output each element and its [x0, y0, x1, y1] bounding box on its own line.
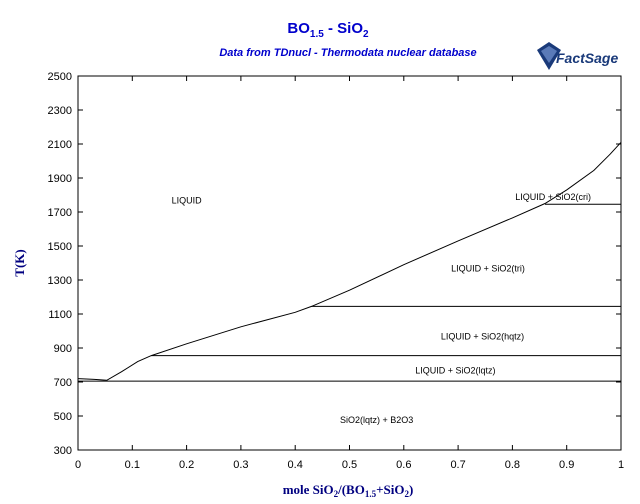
- x-tick-label: 0.5: [342, 459, 357, 471]
- x-tick-label: 0.2: [179, 459, 194, 471]
- x-tick-label: 0.4: [288, 459, 303, 471]
- x-axis-title-subscript: 1.5: [365, 489, 377, 499]
- chart-subtitle: Data from TDnucl - Thermodata nuclear da…: [219, 47, 476, 59]
- y-tick-label: 1700: [48, 207, 72, 219]
- x-tick-label: 0.3: [233, 459, 248, 471]
- x-tick-label: 0: [75, 459, 81, 471]
- chart-title: BO1.5 - SiO2: [287, 20, 369, 40]
- region-label: LIQUID + SiO2(hqtz): [441, 332, 524, 342]
- region-label: LIQUID: [172, 196, 203, 206]
- x-tick-label: 0.6: [396, 459, 411, 471]
- title-part-sio: - SiO: [324, 20, 364, 37]
- svg-text:FactSage: FactSage: [556, 50, 618, 66]
- y-tick-label: 1300: [48, 275, 72, 287]
- x-axis-title-subscript: 2: [404, 489, 409, 499]
- region-label: SiO2(lqtz) + B2O3: [340, 415, 413, 425]
- y-tick-label: 2300: [48, 105, 72, 117]
- x-axis-title-part: ): [409, 482, 413, 497]
- phase-boundaries: [77, 141, 622, 382]
- y-tick-label: 2500: [48, 71, 72, 83]
- series-line-liquidus: [77, 141, 622, 381]
- x-axis-title-subscript: 2: [334, 489, 339, 499]
- region-label: LIQUID + SiO2(tri): [451, 264, 525, 274]
- y-tick-label: 700: [54, 377, 72, 389]
- title-part-bo: BO: [287, 20, 310, 37]
- y-tick-label: 1500: [48, 241, 72, 253]
- factsage-logo: FactSage: [537, 42, 618, 70]
- title-subscript-2: 2: [363, 29, 369, 40]
- y-tick-label: 500: [54, 411, 72, 423]
- plot-area: [77, 75, 622, 451]
- y-tick-label: 1900: [48, 173, 72, 185]
- x-tick-label: 0.1: [125, 459, 140, 471]
- y-tick-label: 2100: [48, 139, 72, 151]
- y-tick-label: 300: [54, 445, 72, 457]
- y-axis-title: T(K): [12, 249, 27, 276]
- y-axis-ticks: 300 500 700 900 1100 1300 1500 1700 1900 2100 2300…: [48, 71, 621, 457]
- region-label: LIQUID + SiO2(cri): [515, 192, 591, 202]
- x-axis-title-part: +SiO: [376, 482, 404, 497]
- x-axis-title-part: /(BO: [337, 482, 365, 497]
- x-tick-label: 0.9: [559, 459, 574, 471]
- x-axis-title: mole SiO2/(BO1.5+SiO2): [283, 482, 414, 499]
- x-axis-title-part: mole SiO: [283, 482, 334, 497]
- x-tick-label: 1: [618, 459, 624, 471]
- region-labels: LIQUID LIQUID + SiO2(cri) LIQUID + SiO2(tr…: [172, 192, 591, 425]
- y-tick-label: 1100: [48, 309, 72, 321]
- region-label: LIQUID + SiO2(lqtz): [415, 366, 495, 376]
- x-tick-label: 0.8: [505, 459, 520, 471]
- x-tick-label: 0.7: [450, 459, 465, 471]
- title-subscript-1: 1.5: [310, 29, 324, 40]
- y-tick-label: 900: [54, 343, 72, 355]
- x-axis-ticks: 0 0.1 0.2 0.3 0.4 0.5 0.6 0.7 0.8 0.9 1: [75, 76, 624, 471]
